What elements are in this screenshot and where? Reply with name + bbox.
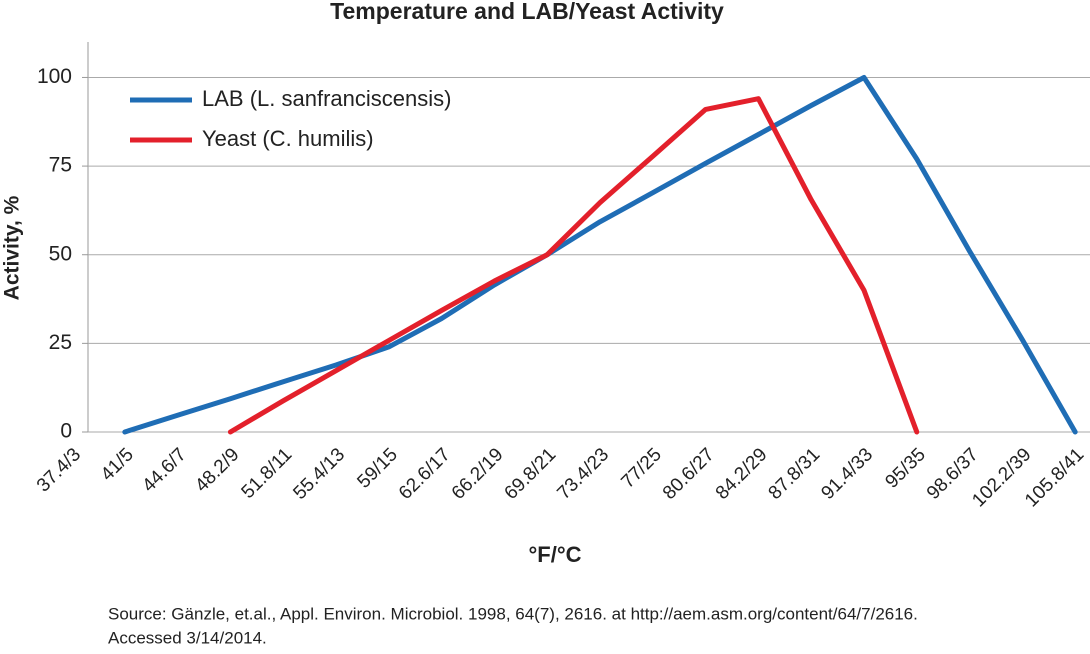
y-tick-label: 0 (60, 420, 72, 443)
x-tick-label: 77/25 (617, 444, 665, 492)
x-tick-label: 62.6/17 (395, 444, 455, 504)
x-tick-label: 91.4/33 (817, 444, 877, 504)
x-axis-label: °F/°C (528, 542, 581, 567)
x-tick-label: 84.2/29 (712, 444, 772, 504)
x-tick-label: 44.6/7 (138, 444, 190, 496)
x-tick-label: 55.4/13 (289, 444, 349, 504)
source-note: Source: Gänzle, et.al., Appl. Environ. M… (108, 604, 918, 623)
y-tick-label: 75 (49, 154, 72, 177)
legend-label: LAB (L. sanfranciscensis) (202, 86, 451, 111)
x-tick-label: 73.4/23 (553, 444, 613, 504)
x-tick-label: 66.2/19 (448, 444, 508, 504)
x-tick-label: 95/35 (881, 444, 929, 492)
source-note: Accessed 3/14/2014. (108, 628, 267, 647)
data-line (122, 75, 1078, 435)
data-line (227, 96, 920, 435)
y-tick-label: 100 (37, 65, 72, 88)
x-tick-label: 105.8/41 (1021, 444, 1088, 511)
x-tick-label: 59/15 (353, 444, 401, 492)
x-tick-label: 37.4/3 (33, 444, 85, 496)
y-axis-label: Activity, % (1, 195, 24, 300)
x-tick-label: 48.2/9 (191, 444, 243, 496)
y-tick-label: 50 (49, 242, 72, 265)
x-tick-label: 51.8/11 (238, 444, 297, 503)
x-tick-label: 41/5 (97, 444, 138, 485)
legend-label: Yeast (C. humilis) (202, 126, 374, 151)
x-tick-label: 87.8/31 (765, 444, 825, 504)
y-tick-label: 25 (49, 331, 72, 354)
chart-title: Temperature and LAB/Yeast Activity (330, 0, 724, 24)
x-tick-label: 80.6/27 (659, 444, 719, 504)
x-tick-label: 69.8/21 (501, 444, 561, 504)
